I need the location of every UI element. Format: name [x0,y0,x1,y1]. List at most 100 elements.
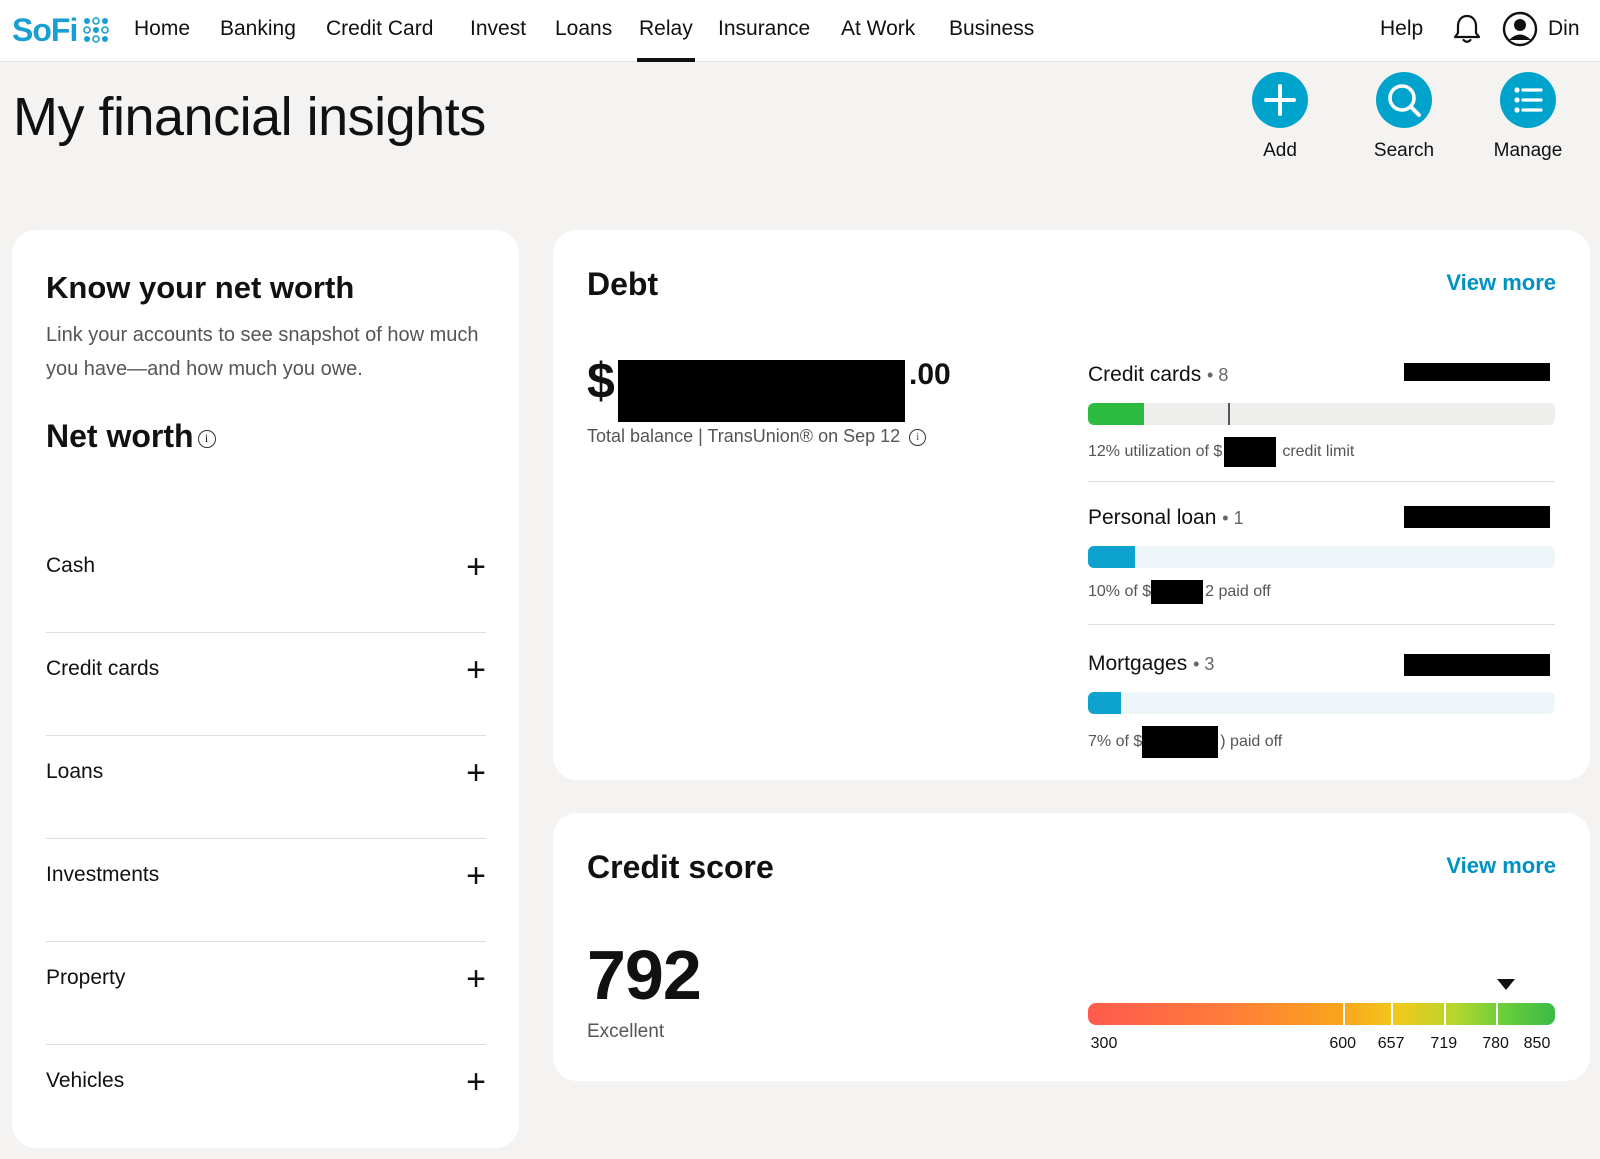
nav-invest[interactable]: Invest [470,17,527,40]
caption-suffix: credit limit [1282,443,1355,461]
net-worth-row-investments[interactable]: Investments + [46,839,486,942]
redacted-amount [1404,506,1550,528]
nav-banking[interactable]: Banking [220,17,296,40]
net-worth-row-label: Investments [46,863,160,886]
nav-at-work[interactable]: At Work [841,17,916,40]
net-worth-row-property[interactable]: Property + [46,942,486,1045]
manage-button[interactable]: Manage [1473,72,1583,162]
debt-row-credit-cards[interactable]: Credit cards • 8 12% utilization of $ cre… [1088,363,1555,483]
debt-view-more-link[interactable]: View more [1446,270,1556,295]
progress-track [1088,546,1555,568]
progress-fill [1088,692,1121,714]
nav-business[interactable]: Business [949,17,1035,40]
net-worth-heading: Net worth i [46,418,216,455]
progress-track [1088,403,1555,425]
logo-wordmark: SoFi [12,11,78,48]
debt-card-title: Debt [587,266,659,302]
score-tick [1342,1003,1345,1025]
debt-row-caption: 7% of $) paid off [1088,726,1282,758]
debt-row-personal-loan[interactable]: Personal loan • 1 10% of $ 2 paid off [1088,506,1555,626]
credit-score-value: 792 [587,936,702,1014]
redacted-total-balance [618,360,905,422]
search-icon [1376,72,1432,128]
net-worth-row-label: Vehicles [46,1069,125,1092]
total-balance-caption-text: Total balance | TransUnion® on Sep 12 [587,426,901,446]
plus-icon[interactable]: + [466,960,486,998]
net-worth-row-label: Loans [46,760,104,783]
user-name[interactable]: Din [1548,17,1580,40]
debt-row-count: • 3 [1193,654,1215,674]
credit-score-card-title: Credit score [587,849,774,885]
sofi-logo[interactable]: SoFi [12,10,110,50]
score-tick [1443,1003,1446,1025]
add-button[interactable]: Add [1225,72,1335,162]
credit-view-more-link[interactable]: View more [1446,853,1556,878]
top-navigation: SoFi Home Banking Credit Card Invest Loa… [0,0,1600,62]
list-icon [1500,72,1556,128]
credit-score-rating: Excellent [587,1021,665,1042]
debt-row-mortgages[interactable]: Mortgages • 3 7% of $) paid off [1088,652,1555,762]
plus-icon[interactable]: + [466,857,486,895]
divider [1088,624,1555,625]
total-balance-dollar-sign: $ [587,353,615,409]
debt-row-caption: 10% of $ 2 paid off [1088,580,1271,604]
nav-loans[interactable]: Loans [555,17,613,40]
progress-fill [1088,403,1145,425]
score-pointer-icon [1496,979,1515,990]
debt-row-count: • 8 [1207,365,1229,385]
redacted-amount [1404,654,1550,676]
net-worth-row-loans[interactable]: Loans + [46,736,486,839]
divider [1088,481,1555,482]
score-tick-label: 600 [1329,1035,1357,1052]
total-balance-cents: .00 [909,358,951,391]
redacted-amount [1142,726,1219,758]
nav-relay[interactable]: Relay [639,17,693,40]
nav-insurance[interactable]: Insurance [718,17,811,40]
bell-icon[interactable] [1450,12,1484,46]
plus-icon[interactable]: + [466,1063,486,1101]
plus-icon[interactable]: + [466,548,486,586]
debt-row-label: Mortgages [1088,652,1188,675]
net-worth-description: Link your accounts to see snapshot of ho… [46,324,479,380]
redacted-amount [1151,580,1204,604]
score-tick [1495,1003,1498,1025]
credit-score-card: Credit score View more 792 Excellent 300… [553,813,1590,1081]
manage-label: Manage [1493,140,1563,161]
debt-row-title: Mortgages • 3 [1088,652,1214,676]
net-worth-row-label: Property [46,966,126,989]
debt-row-label: Credit cards [1088,363,1202,386]
plus-icon[interactable]: + [466,651,486,689]
logo-dots-icon [83,17,110,43]
plus-icon [1252,72,1308,128]
net-worth-row-cash[interactable]: Cash + [46,530,486,633]
score-tick-label: 657 [1377,1035,1405,1052]
net-worth-row-label: Credit cards [46,657,160,680]
caption-prefix: 10% of $ [1088,583,1152,601]
utilization-marker [1228,403,1230,425]
user-circle-icon[interactable] [1502,11,1538,47]
progress-track [1088,692,1555,714]
score-tick-label: 850 [1523,1035,1551,1052]
net-worth-row-vehicles[interactable]: Vehicles + [46,1045,486,1148]
caption-prefix: 12% utilization of $ [1088,443,1223,461]
search-label: Search [1373,140,1435,161]
net-worth-heading-text: Net worth [46,418,194,454]
score-tick-label: 780 [1482,1035,1509,1052]
help-link[interactable]: Help [1380,17,1424,40]
net-worth-row-credit-cards[interactable]: Credit cards + [46,633,486,736]
debt-row-title: Personal loan • 1 [1088,506,1244,530]
total-balance-caption: Total balance | TransUnion® on Sep 12 i [587,426,927,447]
net-worth-row-label: Cash [46,554,96,577]
caption-prefix: 7% of $ [1088,733,1143,751]
search-button[interactable]: Search [1349,72,1459,162]
net-worth-card: Know your net worth Link your accounts t… [12,230,519,1148]
caption-suffix: 2 paid off [1205,583,1271,601]
info-icon[interactable]: i [909,428,927,446]
nav-home[interactable]: Home [134,17,191,40]
plus-icon[interactable]: + [466,754,486,792]
score-tick-label: 300 [1090,1035,1118,1052]
nav-active-indicator [637,58,695,62]
info-icon[interactable]: i [197,429,216,448]
nav-credit-card[interactable]: Credit Card [326,17,434,40]
add-label: Add [1263,140,1297,161]
